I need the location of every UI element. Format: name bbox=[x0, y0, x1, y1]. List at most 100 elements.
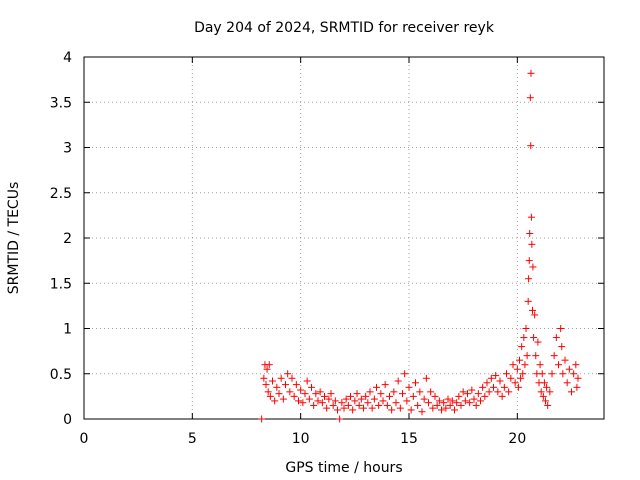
data-point bbox=[394, 377, 402, 385]
y-tick-label: 0.5 bbox=[50, 367, 72, 383]
data-point bbox=[318, 399, 326, 407]
data-point bbox=[325, 395, 333, 403]
data-point bbox=[500, 383, 508, 391]
data-point bbox=[534, 338, 542, 346]
y-tick-label: 4 bbox=[63, 50, 72, 66]
data-point bbox=[297, 386, 305, 394]
data-point bbox=[338, 399, 346, 407]
data-point bbox=[505, 388, 513, 396]
data-point bbox=[525, 275, 533, 283]
data-points bbox=[258, 69, 582, 423]
data-point bbox=[496, 377, 504, 385]
data-point bbox=[507, 374, 515, 382]
data-point bbox=[526, 229, 534, 237]
data-point bbox=[383, 401, 391, 409]
data-point bbox=[418, 408, 426, 416]
x-tick-label: 0 bbox=[80, 431, 89, 447]
y-tick-label: 2 bbox=[63, 231, 72, 247]
data-point bbox=[403, 397, 411, 405]
data-point bbox=[572, 361, 580, 369]
data-point bbox=[538, 370, 546, 378]
data-point bbox=[405, 383, 413, 391]
data-point bbox=[331, 397, 339, 405]
data-point bbox=[370, 395, 378, 403]
data-point bbox=[552, 334, 560, 342]
data-point bbox=[520, 334, 528, 342]
data-point bbox=[525, 257, 533, 265]
data-point bbox=[563, 379, 571, 387]
data-point bbox=[360, 404, 367, 412]
data-point bbox=[310, 401, 318, 409]
data-point bbox=[455, 392, 463, 400]
data-point bbox=[288, 374, 296, 382]
data-point bbox=[559, 370, 567, 378]
data-point bbox=[540, 379, 548, 387]
data-point bbox=[539, 392, 547, 400]
data-point bbox=[477, 397, 484, 405]
data-point bbox=[474, 390, 482, 398]
data-point bbox=[517, 374, 525, 382]
data-point bbox=[266, 392, 274, 400]
y-tick-label: 3.5 bbox=[50, 95, 72, 111]
data-point bbox=[409, 392, 417, 400]
data-point bbox=[284, 370, 292, 378]
data-point bbox=[518, 343, 526, 351]
data-point bbox=[355, 401, 363, 409]
data-point bbox=[264, 388, 272, 396]
data-point bbox=[290, 392, 298, 400]
data-point bbox=[275, 390, 283, 398]
data-point bbox=[422, 374, 430, 382]
data-point bbox=[438, 406, 445, 414]
data-point bbox=[342, 395, 350, 403]
data-point bbox=[279, 395, 287, 403]
x-tick-label: 15 bbox=[400, 431, 418, 447]
data-point bbox=[542, 397, 549, 405]
data-point bbox=[323, 404, 331, 412]
data-point bbox=[388, 406, 396, 414]
data-point bbox=[303, 377, 311, 385]
axis-ticks: 0 5 10 15 20 0 0.5 1 1.5 2 2.5 3 3.5 4 bbox=[50, 50, 604, 447]
data-point bbox=[568, 388, 575, 396]
data-point bbox=[353, 390, 361, 398]
data-point bbox=[420, 395, 428, 403]
data-point bbox=[561, 356, 569, 364]
data-point bbox=[444, 395, 452, 403]
data-point bbox=[312, 390, 320, 398]
data-point bbox=[532, 352, 540, 360]
data-point bbox=[523, 352, 531, 360]
data-point bbox=[472, 401, 480, 409]
data-point bbox=[498, 392, 506, 400]
x-tick-label: 10 bbox=[292, 431, 310, 447]
data-point bbox=[262, 381, 270, 389]
x-axis-title: GPS time / hours bbox=[285, 460, 402, 476]
data-point bbox=[481, 392, 489, 400]
x-tick-label: 5 bbox=[188, 431, 197, 447]
data-point bbox=[503, 370, 510, 378]
data-point bbox=[527, 142, 535, 150]
data-point bbox=[527, 69, 535, 77]
data-point bbox=[366, 388, 374, 396]
data-point bbox=[524, 297, 532, 305]
data-point bbox=[440, 399, 448, 407]
x-tick-label: 20 bbox=[508, 431, 526, 447]
data-point bbox=[468, 386, 476, 394]
data-point bbox=[550, 352, 558, 360]
data-point bbox=[347, 392, 354, 400]
data-point bbox=[321, 392, 328, 400]
chart-title: Day 204 of 2024, SRMTID for receiver rey… bbox=[194, 20, 495, 36]
data-point bbox=[390, 388, 398, 396]
data-point bbox=[530, 334, 538, 342]
data-point bbox=[446, 401, 454, 409]
data-point bbox=[570, 370, 578, 378]
data-point bbox=[470, 395, 478, 403]
data-point bbox=[368, 404, 376, 412]
data-point bbox=[521, 361, 529, 369]
data-point bbox=[514, 383, 522, 391]
data-point bbox=[379, 397, 387, 405]
data-point bbox=[490, 383, 497, 391]
data-point bbox=[308, 383, 315, 391]
data-point bbox=[271, 397, 279, 405]
data-point bbox=[565, 365, 573, 373]
data-point bbox=[442, 404, 450, 412]
